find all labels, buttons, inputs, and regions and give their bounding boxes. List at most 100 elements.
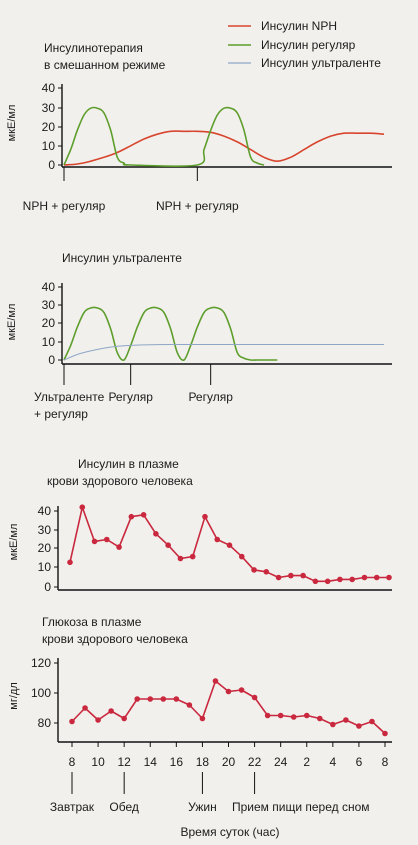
chart3-point-12 (202, 513, 208, 520)
chart4-point-6 (134, 696, 141, 702)
chart4-xtick-label: 2 (303, 755, 310, 769)
chart4-point-13 (225, 688, 232, 695)
chart3-point-8 (153, 531, 159, 537)
chart3-point-23 (337, 576, 343, 583)
chart4-title-line1: Глюкоза в плазме (42, 615, 142, 629)
chart4-xtick-label: 12 (117, 755, 131, 769)
chart3-title-line1: Инсулин в плазме (78, 457, 179, 471)
chart4-point-10 (186, 702, 193, 708)
chart3-point-19 (288, 572, 294, 579)
chart3-point-21 (312, 578, 319, 585)
chart-3: 40 30 20 10 0 (38, 504, 392, 594)
chart4-xtick-label: 18 (196, 755, 210, 769)
chart4-point-19 (303, 712, 310, 719)
chart3-point-15 (238, 553, 245, 560)
chart4-point-4 (108, 708, 114, 714)
chart2-marker-label-1: + регуляр (34, 407, 88, 421)
chart3-ytick-label: 0 (44, 580, 51, 594)
chart1-ytick-label: 0 (48, 158, 55, 172)
chart3-title-line2: крови здорового человека (47, 474, 193, 488)
chart3-point-27 (386, 574, 392, 581)
chart2-marker-label-3: Регуляр (188, 390, 233, 404)
chart3-point-11 (189, 553, 196, 560)
meal-label-4: Прием пищи перед сном (232, 800, 370, 814)
chart3-point-24 (349, 576, 355, 583)
chart4-xtick-label: 24 (274, 755, 288, 769)
chart4-ytick-label: 100 (31, 686, 51, 700)
chart3-point-16 (251, 567, 257, 573)
chart1-ytick-label: 20 (42, 120, 56, 134)
legend-label-regular: Инсулин регуляр (261, 38, 356, 52)
chart4-point-2 (82, 705, 88, 711)
chart3-point-22 (324, 578, 331, 585)
chart4-xtick-label: 8 (69, 755, 76, 769)
legend-label-nph: Инсулин NPH (261, 19, 337, 33)
chart3-point-7 (140, 512, 147, 518)
chart3-point-26 (373, 574, 380, 581)
chart3-ylabel: мкЕ/мл (8, 524, 20, 561)
chart4-point-9 (173, 696, 180, 702)
chart4-xtick-label: 16 (170, 755, 184, 769)
chart2-ytick-label: 0 (48, 353, 55, 367)
chart3-ytick-label: 30 (38, 523, 52, 537)
chart4-point-17 (277, 712, 284, 719)
chart3-ytick-label: 10 (38, 560, 52, 574)
chart2-ytick-label: 20 (42, 316, 56, 330)
chart4-point-1 (69, 718, 75, 725)
chart3-ytick-label: 40 (38, 504, 52, 518)
chart2-series-2-line (63, 343, 384, 361)
chart2-marker-label-2: Регуляр (108, 390, 153, 404)
chart4-xtick-label: 6 (356, 755, 363, 769)
chart3-point-13 (214, 536, 221, 543)
chart4-point-8 (160, 696, 167, 702)
chart3-point-5 (116, 544, 122, 550)
chart-1: 40 30 20 10 0 NPH + регуляр NPH + регуляр (23, 81, 392, 213)
chart4-point-15 (251, 694, 258, 701)
meal-label-1: Завтрак (50, 800, 95, 814)
chart4-point-12 (212, 678, 219, 684)
chart3-point-4 (104, 536, 110, 543)
chart2-ytick-label: 40 (42, 280, 56, 294)
chart2-marker-label-1: Ультраленте (34, 390, 105, 404)
chart4-xtick-label: 8 (382, 755, 389, 769)
chart4-point-3 (95, 717, 101, 723)
chart4-point-7 (147, 696, 154, 702)
chart4-point-22 (343, 717, 349, 723)
chart3-point-25 (361, 574, 368, 581)
chart4-xtick-label: 10 (91, 755, 105, 769)
chart1-marker-label-2: NPH + регуляр (156, 199, 239, 213)
chart4-xtick-label: 20 (222, 755, 236, 769)
chart1-ytick-label: 40 (42, 81, 56, 95)
chart4-point-25 (382, 730, 388, 737)
chart3-point-18 (275, 574, 282, 581)
chart2-ytick-label: 30 (42, 298, 56, 312)
legend-label-ultralente: Инсулин ультраленте (261, 56, 381, 70)
chart1-series-1-line (63, 130, 385, 166)
chart2-title: Инсулин ультраленте (62, 251, 182, 265)
chart1-ytick-label: 30 (42, 101, 56, 115)
chart2-series-1-line (63, 306, 278, 362)
chart1-ytick-label: 10 (42, 139, 56, 153)
legend: Инсулин NPH Инсулин регуляр Инсулин ульт… (228, 19, 381, 70)
chart4-title-line2: крови здорового человека (42, 632, 188, 646)
chart3-point-14 (226, 542, 233, 548)
chart3-point-9 (165, 542, 171, 548)
chart4-point-21 (330, 721, 336, 728)
chart4-point-24 (369, 718, 375, 725)
chart3-point-17 (263, 569, 270, 575)
chart1-marker-label-1: NPH + регуляр (23, 199, 106, 213)
chart3-point-1 (67, 559, 73, 566)
chart4-xtick-label: 22 (248, 755, 262, 769)
chart4-xtick-label: 14 (144, 755, 158, 769)
chart3-point-3 (91, 538, 98, 545)
chart3-ytick-label: 20 (38, 541, 52, 555)
x-axis-title: Время суток (час) (181, 825, 280, 839)
chart4-point-23 (356, 723, 362, 729)
chart-2: 40 30 20 10 0 Ультраленте + регуляр Регуляр Регу… (34, 280, 392, 421)
meal-label-2: Обед (109, 800, 138, 814)
chart3-point-2 (79, 504, 86, 511)
chart1-series-2-line (63, 106, 265, 168)
chart1-ylabel: мкЕ/мл (6, 105, 18, 142)
